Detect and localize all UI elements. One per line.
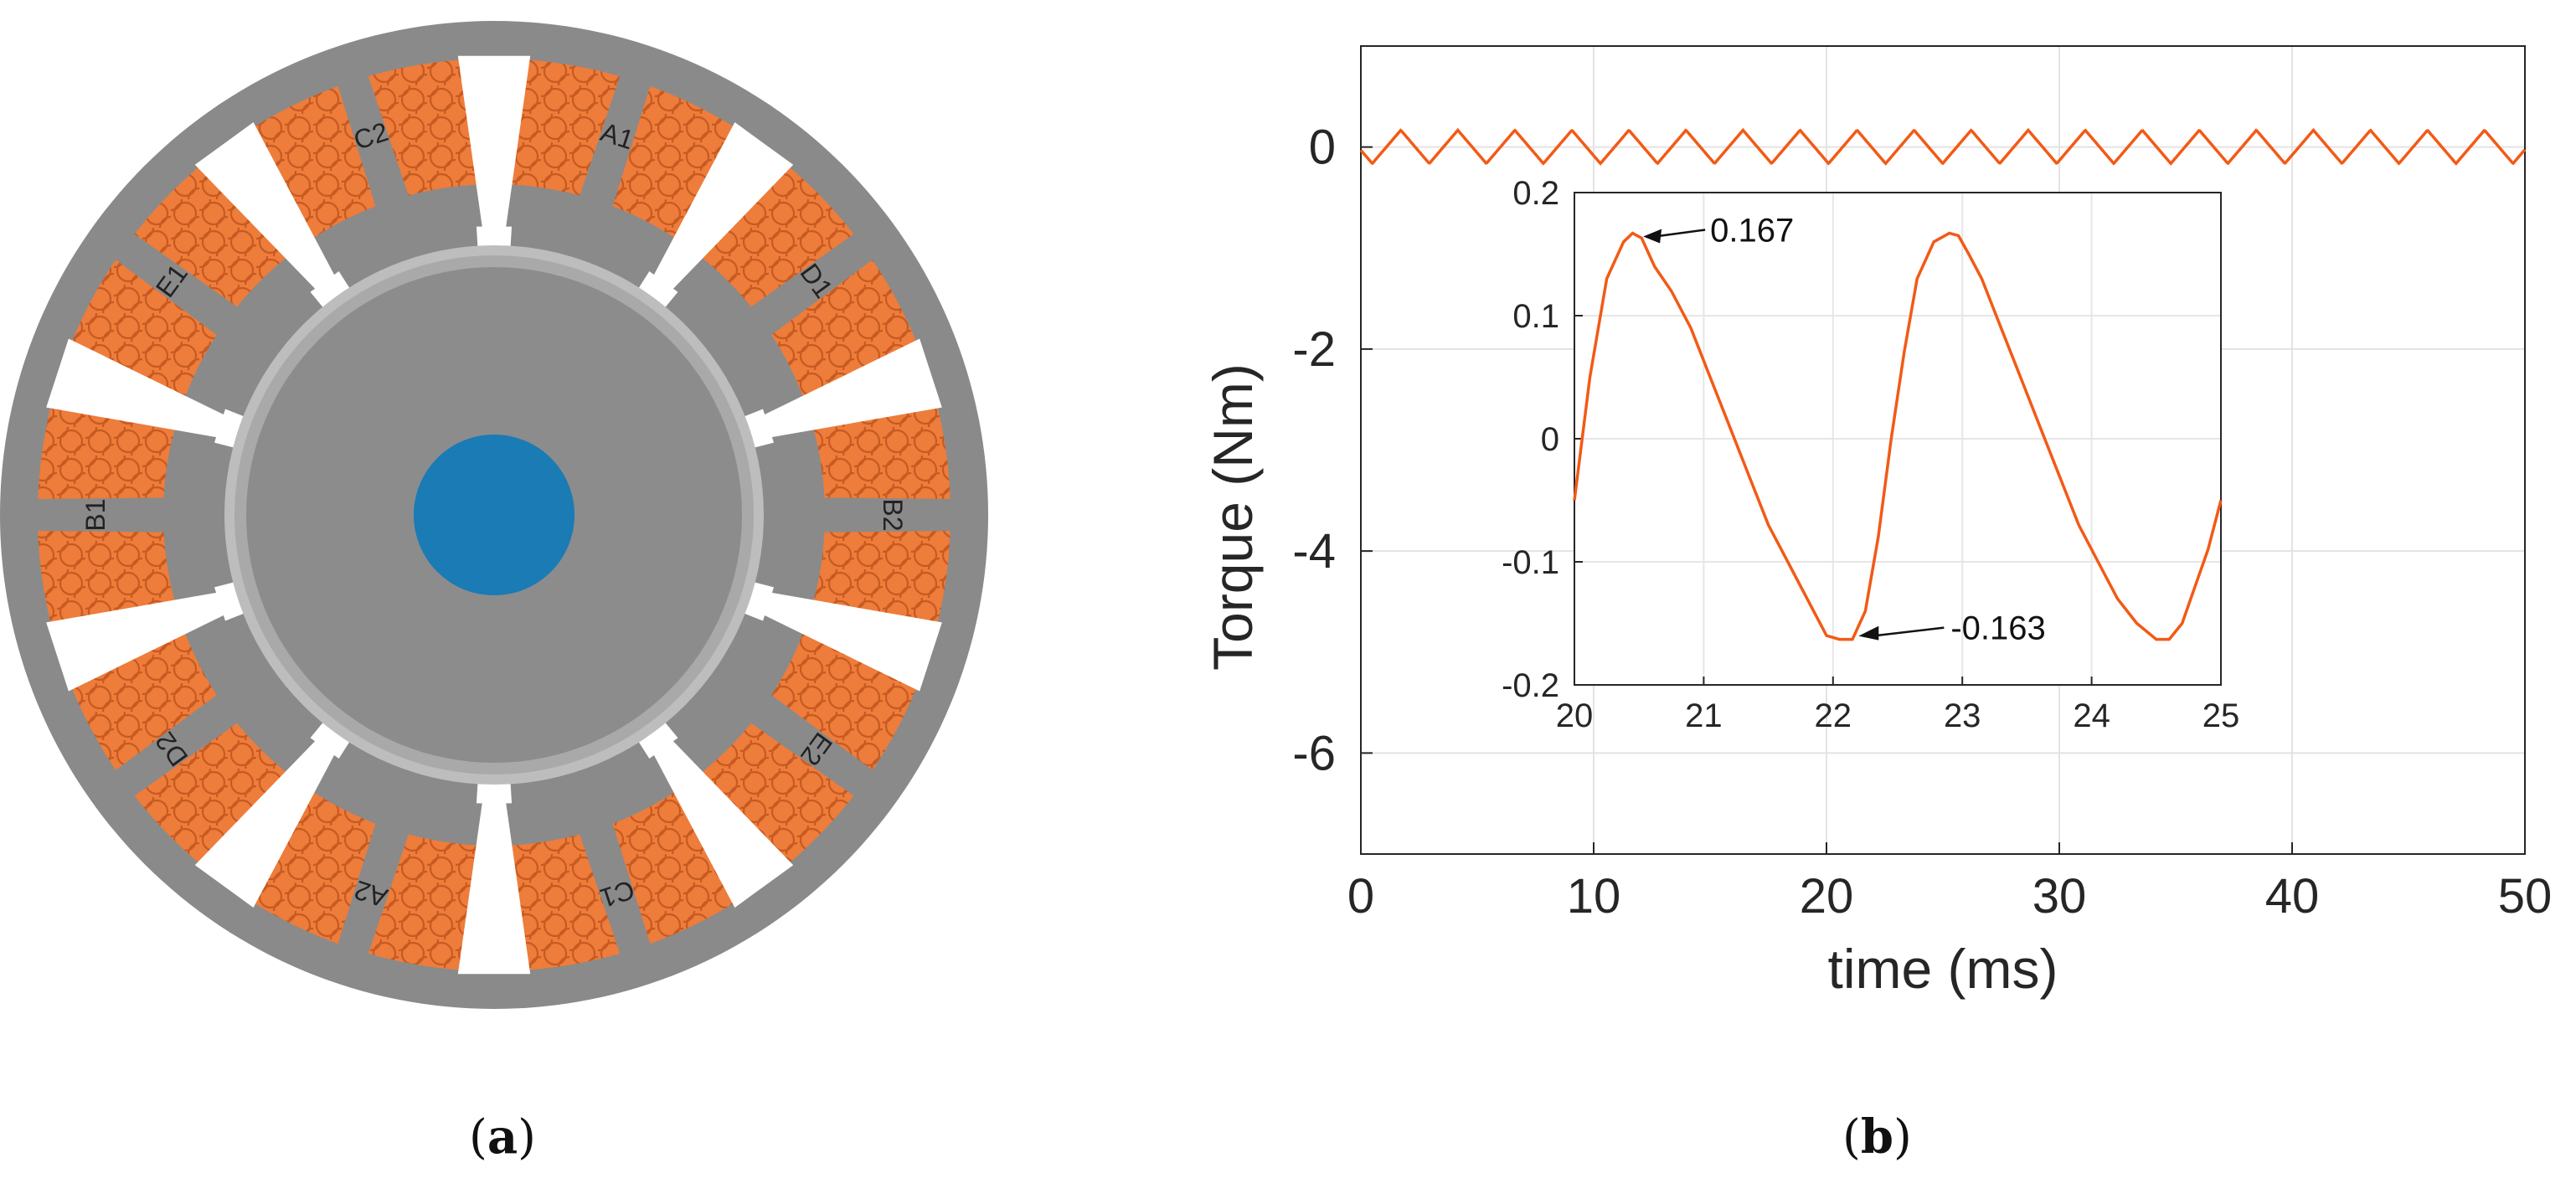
y-tick-label: -4 [1292,524,1336,579]
inset-y-tick-label: -0.1 [1502,544,1559,581]
inset-x-tick-label: 23 [1944,697,1981,734]
annotation-arrow [1654,229,1706,238]
y-tick-label: -2 [1292,322,1336,377]
slot-gap [650,735,794,908]
x-tick-label: 10 [1567,869,1621,924]
slot-gap [650,122,794,295]
inset-x-tick-label: 20 [1556,697,1594,734]
coil [813,389,951,499]
annotation-arrowhead [1858,625,1879,641]
coil [368,834,478,971]
series-line-torque-zoom [1573,231,2223,641]
coil [134,155,286,307]
slot-gap [757,591,942,692]
y-tick-label: 0 [1309,121,1336,175]
inset-y-tick-label: 0.1 [1512,298,1559,335]
x-tick-label: 20 [1800,869,1854,924]
coil [702,723,854,875]
coil [134,723,286,875]
coil [612,85,750,238]
annotation-arrow [1872,626,1945,637]
x-axis-label: time (ms) [1828,938,2058,1000]
slot-gap [194,122,338,295]
x-tick-label: 40 [2265,869,2320,924]
coil [612,792,750,944]
slot-gap [457,795,531,975]
slot-gap [457,55,531,235]
y-tick-label: -6 [1292,726,1336,780]
inset-x-tick-label: 25 [2202,697,2240,734]
phase-label: B1 [80,498,111,531]
coil [510,834,621,971]
torque-chart: 0 10 20 30 40 50 0 -2 -4 -6 time (ms) Torque (Nm) 2… [1202,45,2553,1000]
inset-x-tick-label: 22 [1815,697,1852,734]
annotation-label: -0.163 [1950,610,2045,647]
coil [368,59,478,196]
x-tick-label: 0 [1347,869,1374,924]
coil [239,792,376,944]
coil [702,155,854,307]
coil [38,389,175,499]
phase-label: B2 [878,498,908,531]
axes-box [1360,45,2526,855]
coil [38,531,175,641]
shaft [414,435,574,595]
slot-gap [46,591,231,692]
annotation-arrowhead [1643,229,1662,244]
slot-gap [757,338,942,439]
caption-a: (a) [469,1109,537,1165]
slot-gap [194,735,338,908]
inset-y-tick-label: -0.2 [1502,667,1559,704]
y-axis-label: Torque (Nm) [1202,363,1264,671]
coil [239,85,376,238]
inset-y-tick-label: 0.2 [1512,175,1559,212]
inset-x-tick-label: 21 [1685,697,1722,734]
caption-b: (b) [1842,1109,1912,1165]
coil [813,531,951,641]
slot-gap [46,338,231,439]
coil [510,59,621,196]
inset-y-tick-label: 0 [1541,421,1559,458]
annotation-label: 0.167 [1710,213,1794,250]
x-tick-label: 30 [2032,869,2087,924]
inset-x-tick-label: 24 [2073,697,2110,734]
x-tick-label: 50 [2498,869,2553,924]
series-line-torque [1359,127,2527,166]
